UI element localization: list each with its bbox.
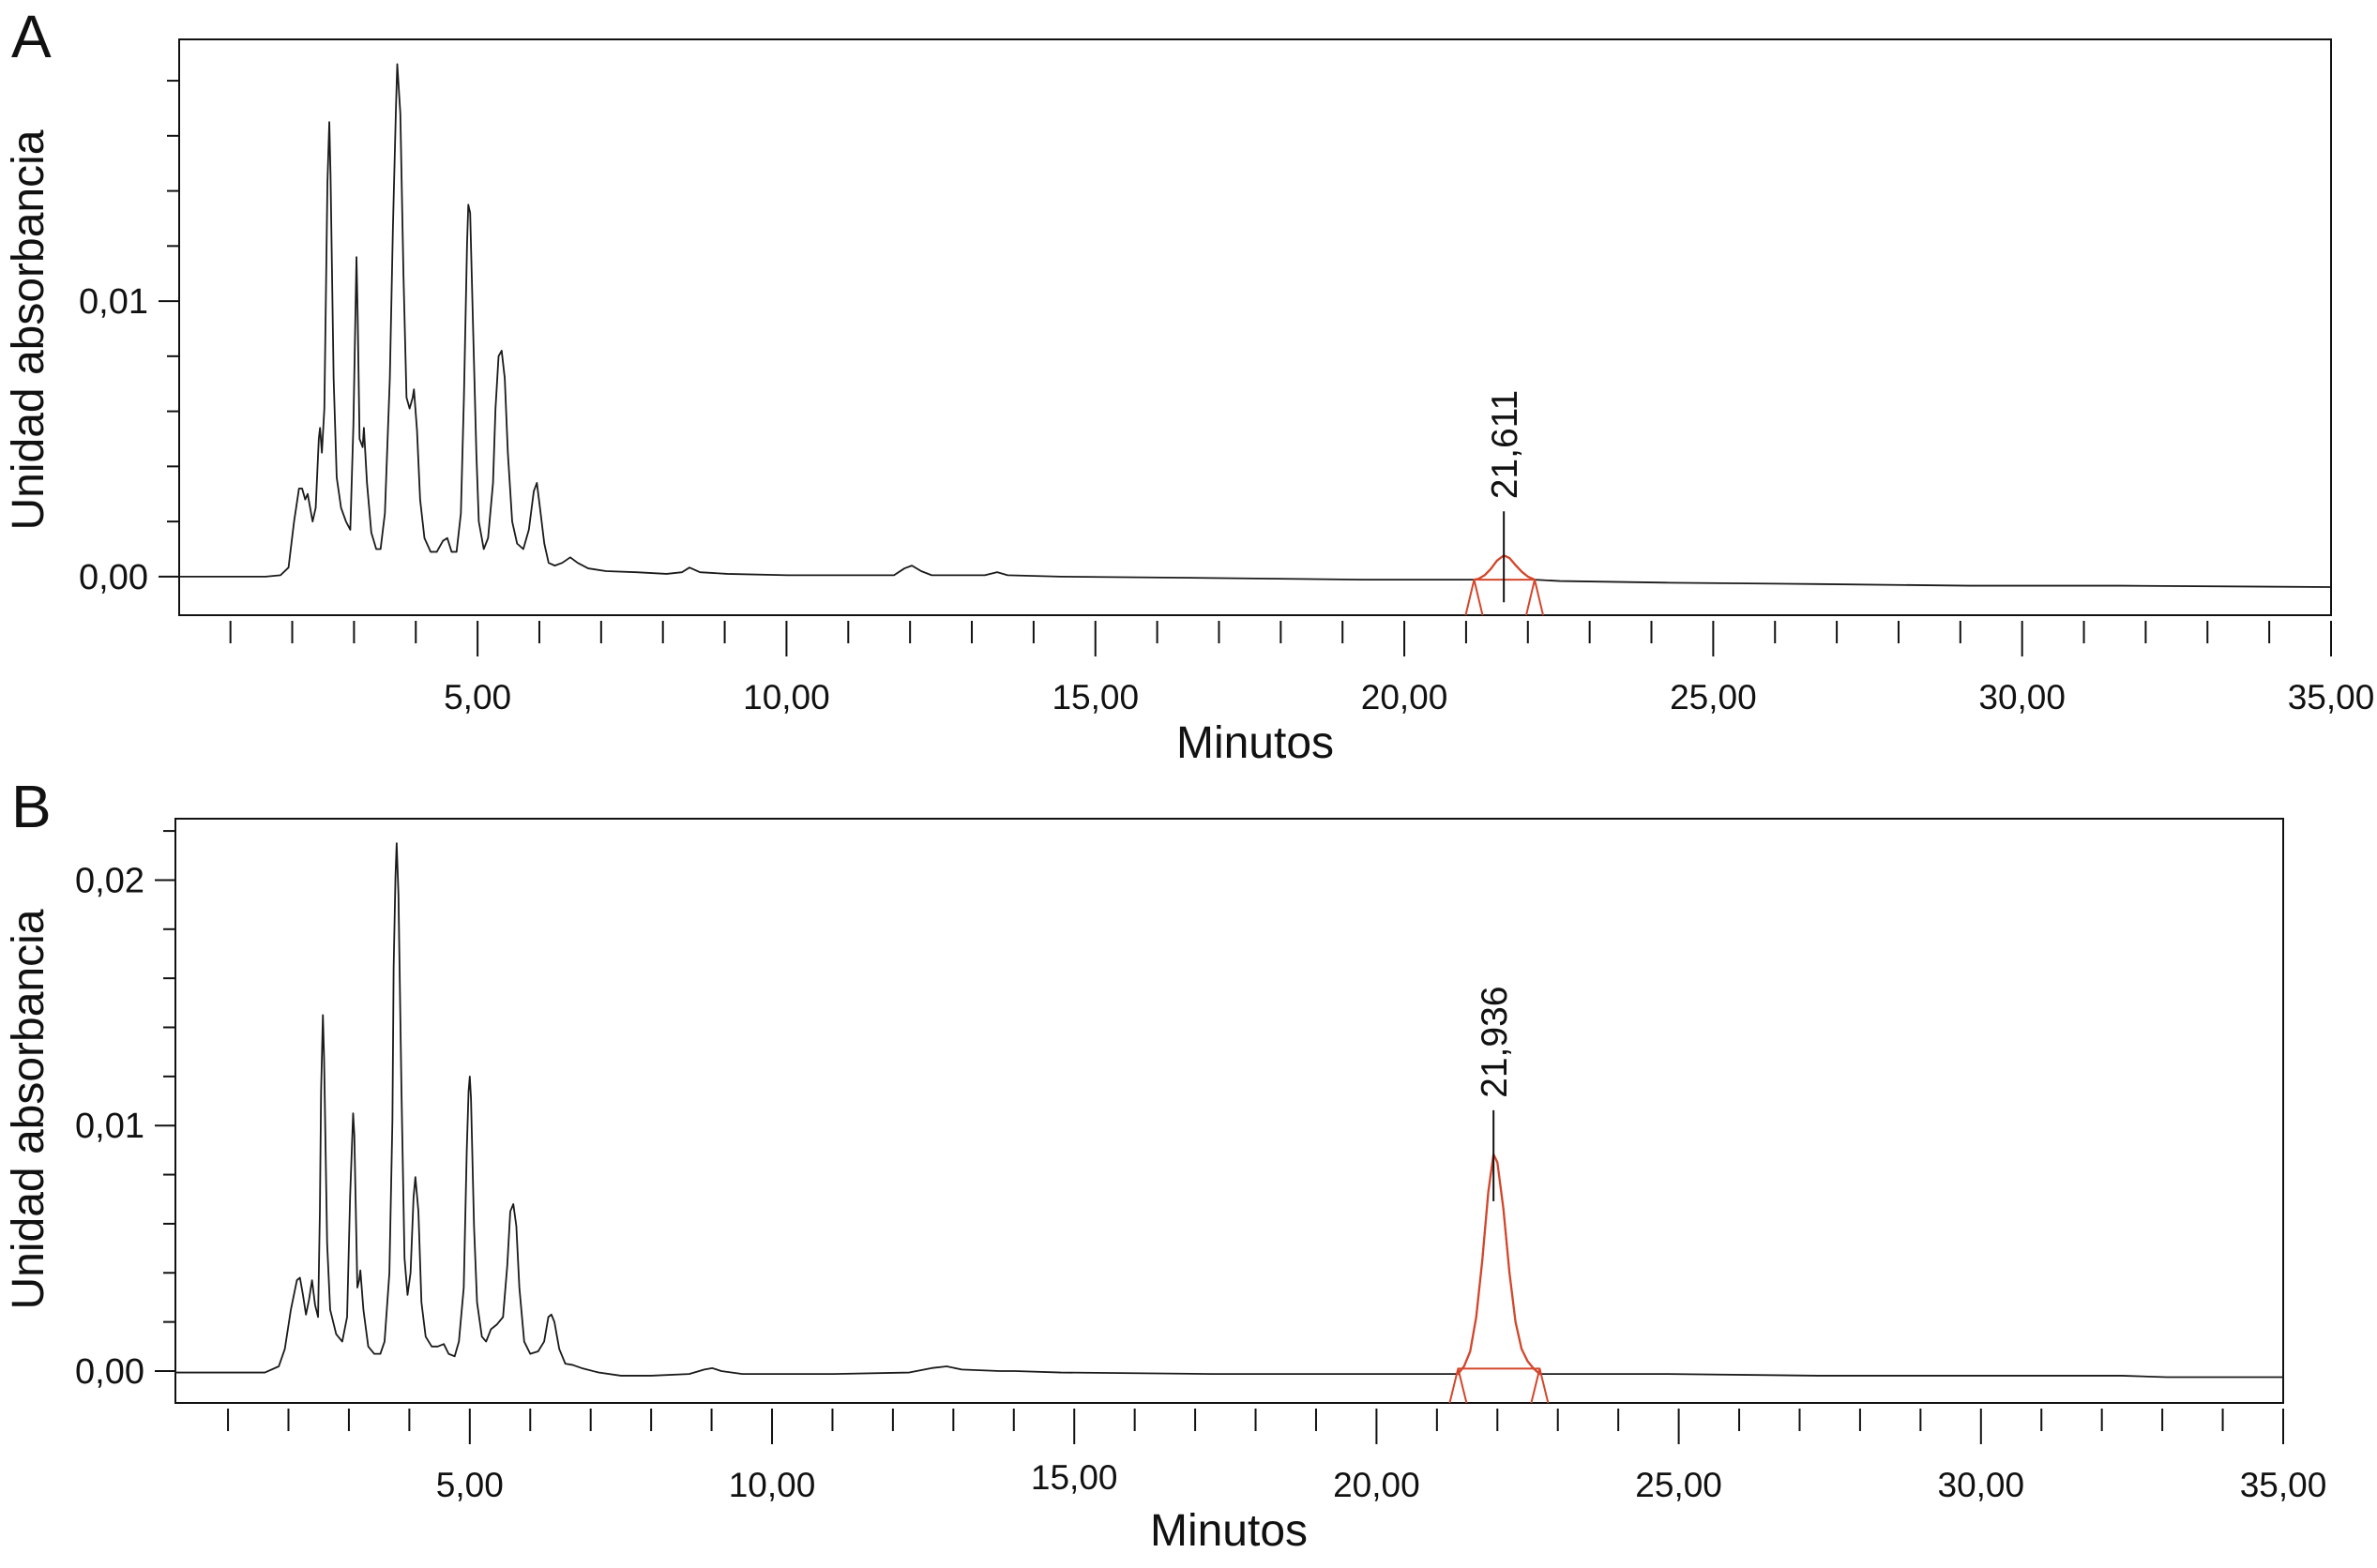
y-tick-label: 0,01 <box>79 282 148 322</box>
panel-a: A Unidad absorbancia Minutos 5,00 10,00 15… <box>4 3 2374 768</box>
plot-area: 5,00 10,00 15,00 20,00 25,00 30,00 35,000,000,… <box>79 63 2375 716</box>
y-axis-title: Unidad absorbancia <box>4 909 53 1309</box>
y-axis: 0,00 0,01 0,02 <box>75 830 175 1392</box>
x-tick-label: 20,00 <box>1361 678 1448 716</box>
x-tick-label: 15,00 <box>1031 1458 1118 1497</box>
panel-letter: A <box>11 3 52 70</box>
y-tick-label: 0,00 <box>79 558 148 597</box>
x-tick-label: 10,00 <box>729 1466 816 1504</box>
integrated-peak-curve <box>1457 1153 1541 1376</box>
x-tick-label: 25,00 <box>1635 1466 1722 1504</box>
peak-end-marker <box>1525 579 1545 616</box>
x-axis: 5,00 10,00 15,00 20,00 25,00 30,00 35,00 <box>227 1409 2327 1504</box>
panel-letter: B <box>11 773 52 840</box>
peak-start-marker <box>1448 1367 1468 1404</box>
integrated-peak: 21,611 <box>1464 390 1545 616</box>
panel-b: B Unidad absorbancia Minutos 5,00 10,00 15… <box>4 773 2326 1556</box>
x-tick-label: 35,00 <box>2240 1466 2327 1504</box>
plot-frame <box>174 818 2284 1404</box>
peak-start-marker <box>1464 579 1484 616</box>
chromatogram-trace <box>178 63 2331 588</box>
x-tick-label: 25,00 <box>1670 678 1757 716</box>
x-tick-label: 5,00 <box>436 1466 504 1504</box>
x-axis: 5,00 10,00 15,00 20,00 25,00 30,00 35,00 <box>229 621 2375 716</box>
x-tick-label: 15,00 <box>1052 678 1139 716</box>
retention-time-label: 21,936 <box>1475 987 1515 1098</box>
x-tick-label: 5,00 <box>444 678 511 716</box>
x-tick-label: 20,00 <box>1333 1466 1420 1504</box>
x-tick-label: 10,00 <box>743 678 830 716</box>
chromatogram-trace <box>174 842 2284 1379</box>
plot-area: 5,00 10,00 15,00 20,00 25,00 30,00 35,000,000,… <box>75 830 2327 1504</box>
integrated-peak: 21,936 <box>1448 987 1550 1404</box>
y-axis: 0,00 0,01 <box>79 80 179 597</box>
x-tick-label: 30,00 <box>1938 1466 2025 1504</box>
x-axis-title: Minutos <box>1176 718 1334 768</box>
y-tick-label: 0,00 <box>75 1352 144 1392</box>
y-tick-label: 0,02 <box>75 861 144 900</box>
y-axis-title: Unidad absorbancia <box>4 129 53 530</box>
y-tick-label: 0,01 <box>75 1107 144 1146</box>
x-tick-label: 35,00 <box>2288 678 2375 716</box>
retention-time-label: 21,611 <box>1485 390 1525 499</box>
plot-frame <box>178 38 2332 616</box>
x-tick-label: 30,00 <box>1978 678 2066 716</box>
peak-end-marker <box>1530 1367 1550 1404</box>
x-axis-title: Minutos <box>1150 1506 1308 1556</box>
